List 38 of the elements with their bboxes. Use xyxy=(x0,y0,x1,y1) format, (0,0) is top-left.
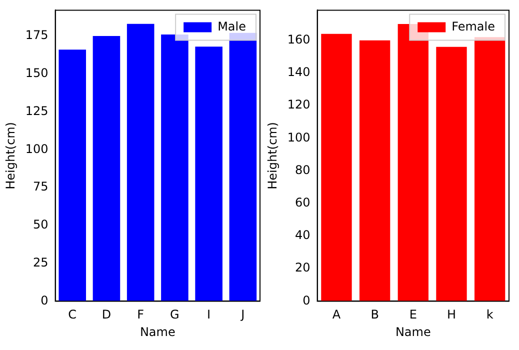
x-tick-label: J xyxy=(240,308,245,322)
x-tick-label: k xyxy=(486,308,494,322)
y-tick-label: 60 xyxy=(295,196,310,210)
y-tick-label: 120 xyxy=(287,98,310,112)
y-tick-label: 150 xyxy=(25,66,48,80)
x-tick-label: F xyxy=(137,308,144,322)
y-tick-label: 75 xyxy=(33,180,48,194)
bar xyxy=(436,46,467,302)
y-tick-label: 0 xyxy=(40,293,48,308)
y-tick-label: 50 xyxy=(33,218,48,232)
bar xyxy=(359,40,390,302)
y-tick-label: 20 xyxy=(295,260,310,275)
x-tick-label: B xyxy=(370,308,379,322)
legend-label: Male xyxy=(218,19,246,34)
y-tick-label: 0 xyxy=(302,293,310,308)
x-tick-label: D xyxy=(102,308,112,322)
bar xyxy=(398,24,428,302)
y-tick-label: 140 xyxy=(287,65,310,80)
y-tick-label: 100 xyxy=(25,142,48,156)
bar xyxy=(321,34,352,302)
legend-label: Female xyxy=(452,19,495,34)
y-axis-title: Height(cm) xyxy=(3,122,18,190)
y-tick-label: 80 xyxy=(295,162,310,177)
x-tick-label: G xyxy=(170,308,180,322)
x-tick-label: I xyxy=(207,308,211,322)
y-tick-label: 160 xyxy=(287,32,310,46)
x-tick-label: C xyxy=(68,308,77,322)
y-tick-label: 125 xyxy=(25,104,48,118)
x-tick-label: E xyxy=(409,308,417,322)
x-axis-title: Name xyxy=(140,324,176,339)
x-axis-title: Name xyxy=(395,324,431,339)
x-tick-label: H xyxy=(446,308,456,322)
y-tick-label: 175 xyxy=(25,28,48,42)
y-tick-label: 40 xyxy=(295,228,310,242)
x-tick-label: A xyxy=(332,308,342,322)
y-axis-title: Height(cm) xyxy=(265,122,280,190)
y-tick-label: 100 xyxy=(287,130,310,144)
y-tick-label: 25 xyxy=(33,255,48,270)
